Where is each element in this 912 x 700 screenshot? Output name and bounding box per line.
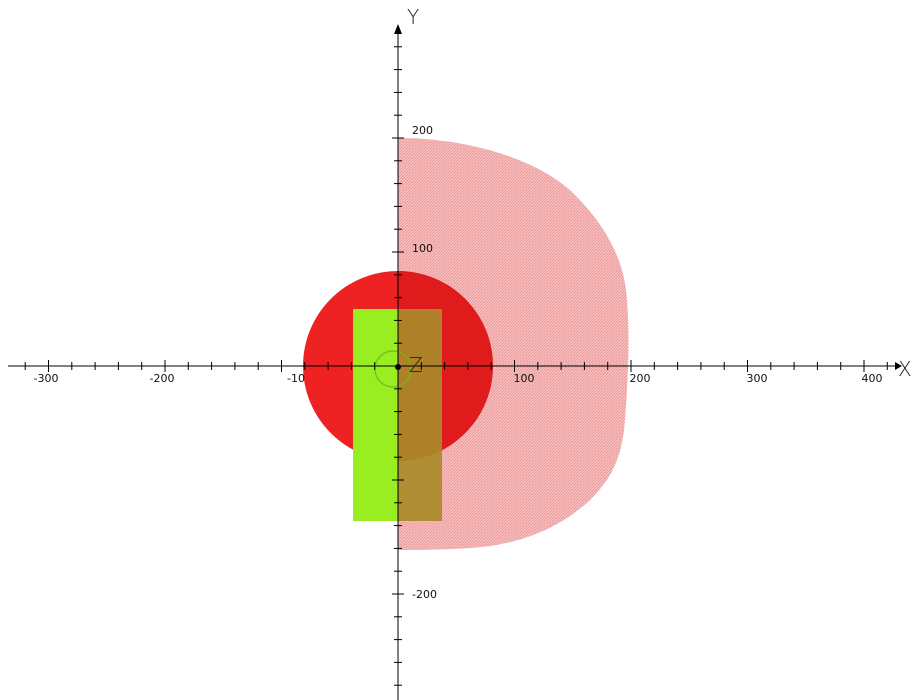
x-tick-label: 100 <box>514 372 535 385</box>
y-axis-ticks <box>392 46 404 686</box>
y-tick-label: 100 <box>412 242 433 255</box>
x-tick-label: 200 <box>630 372 651 385</box>
y-tick-label: -200 <box>412 588 437 601</box>
y-tick-label: 200 <box>412 124 433 137</box>
z-axis-name: Z <box>409 353 423 377</box>
translucent-shell <box>398 138 629 550</box>
x-tick-label: -10 <box>287 372 305 385</box>
x-tick-label: -200 <box>150 372 175 385</box>
y-axis-name: Y <box>407 5 419 29</box>
x-tick-label: -300 <box>34 372 59 385</box>
x-tick-label: 300 <box>747 372 768 385</box>
x-axis-name: X <box>898 357 912 381</box>
green-rectangle <box>353 309 398 521</box>
x-tick-label: 400 <box>862 372 883 385</box>
y-axis-arrow <box>394 24 402 34</box>
x-axis-ticks <box>24 360 888 372</box>
x-axis-arrow <box>895 362 902 370</box>
overlap-rectangle <box>398 309 442 521</box>
origin-dot <box>395 364 401 370</box>
